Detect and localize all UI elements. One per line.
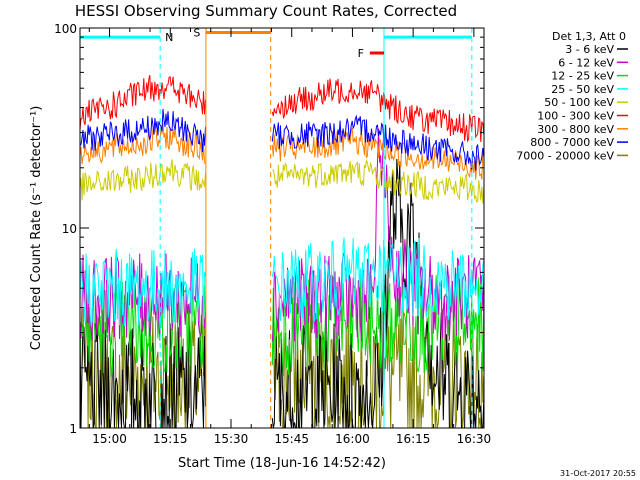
x-tick-label: 15:45 (274, 432, 309, 446)
legend-label: 800 - 7000 keV (530, 136, 614, 149)
series-line (80, 159, 206, 201)
annotation-label: N (165, 31, 173, 44)
series-line (271, 237, 484, 324)
series-line (80, 323, 206, 428)
legend-label: 25 - 50 keV (551, 83, 614, 96)
series-line (80, 122, 206, 165)
annotation-label: S (193, 26, 200, 39)
x-tick-label: 15:15 (153, 432, 188, 446)
legend-label: 6 - 12 keV (558, 56, 614, 69)
x-tick-label: 16:00 (335, 432, 370, 446)
y-axis-label: Corrected Count Rate (s⁻¹ detector⁻¹) (29, 106, 44, 351)
legend-label: 100 - 300 keV (537, 110, 614, 123)
legend-label: 7000 - 20000 keV (516, 149, 614, 162)
series-line (271, 114, 484, 171)
axis-layer: 15:00 15:15 15:30 15:45 16:00 16:15 16:30 1 10 10… (54, 22, 491, 446)
footer-timestamp: 31-Oct-2017 20:55 (560, 469, 636, 478)
chart-title: HESSI Observing Summary Count Rates, Cor… (75, 2, 457, 20)
x-axis-label: Start Time (18-Jun-16 14:52:42) (178, 456, 386, 471)
series-line (80, 248, 206, 328)
legend-label: 50 - 100 keV (544, 96, 614, 109)
series-layer (80, 74, 484, 428)
y-tick-label: 10 (62, 222, 77, 236)
legend-label: 300 - 800 keV (537, 123, 614, 136)
x-tick-label: 15:30 (214, 432, 249, 446)
series-line (80, 281, 206, 377)
x-tick-label: 16:30 (457, 432, 492, 446)
x-tick-label: 16:15 (396, 432, 431, 446)
series-line (271, 78, 484, 143)
series-line (271, 272, 484, 377)
series-line (271, 158, 484, 428)
series-line (272, 158, 484, 204)
legend-label: 12 - 25 keV (551, 70, 614, 83)
x-tick-label: 15:00 (92, 432, 127, 446)
legend-title: Det 1,3, Att 0 (552, 30, 626, 43)
legend-label: 3 - 6 keV (565, 43, 614, 56)
y-tick-label: 100 (54, 22, 77, 36)
series-line (80, 108, 206, 153)
annotation-label: F (358, 47, 364, 60)
series-line (80, 74, 206, 130)
y-tick-label: 1 (69, 422, 77, 436)
